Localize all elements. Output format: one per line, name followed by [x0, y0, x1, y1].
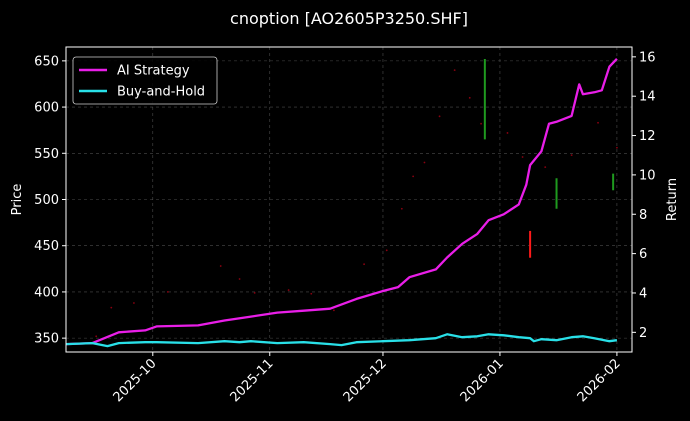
- y2-tick-label: 14: [639, 90, 656, 105]
- y-axis-label: Price: [10, 184, 25, 216]
- price-dot: [521, 156, 524, 158]
- price-dot: [110, 306, 113, 309]
- y2-tick-label: 8: [639, 208, 647, 223]
- y2-tick-label: 2: [639, 326, 647, 341]
- legend-label: Buy-and-Hold: [117, 85, 205, 100]
- y2-tick-label: 12: [639, 129, 656, 144]
- price-dot: [238, 278, 241, 280]
- legend-label: AI Strategy: [117, 64, 190, 79]
- price-dot: [412, 175, 415, 178]
- y-tick-label: 450: [34, 239, 59, 254]
- price-dot: [400, 207, 403, 210]
- series-line-ai-strategy: [65, 58, 618, 346]
- price-dot: [333, 309, 335, 312]
- price-dot: [616, 146, 618, 149]
- price-dot: [363, 263, 365, 266]
- price-dot: [219, 265, 222, 267]
- price-dot: [253, 291, 256, 294]
- y2-tick-label: 10: [639, 168, 656, 183]
- legend: AI Strategy Buy-and-Hold: [72, 56, 218, 105]
- price-marker-layer: [483, 59, 615, 258]
- x-tick-label: 2026-01: [458, 356, 507, 405]
- legend-entry-buy-and-hold: Buy-and-Hold: [79, 85, 205, 100]
- price-dot: [95, 335, 98, 338]
- price-dot: [597, 121, 599, 124]
- legend-box: [72, 56, 218, 105]
- x-tick-label: 2026-02: [575, 356, 624, 405]
- y-tick-label: 650: [34, 54, 59, 69]
- price-dot: [133, 302, 135, 304]
- x-tick-label: 2025-12: [341, 356, 390, 405]
- price-dot: [453, 69, 456, 72]
- price-dot: [506, 132, 509, 134]
- price-dot: [385, 249, 388, 252]
- price-dot: [287, 289, 290, 291]
- x-tick-label: 2025-10: [111, 356, 160, 405]
- price-dot: [310, 292, 313, 295]
- price-dot-layer: [95, 69, 618, 338]
- x-tick-label: 2025-11: [228, 356, 277, 405]
- y2-axis-label: Return: [665, 178, 680, 221]
- y-tick-label: 350: [34, 332, 59, 347]
- series-layer: [65, 58, 618, 348]
- price-dot: [480, 122, 482, 125]
- price-dot: [544, 166, 547, 169]
- price-dot: [438, 115, 441, 118]
- series-line-buy-and-hold: [65, 333, 618, 348]
- price-dot: [166, 291, 169, 293]
- y-tick-label: 550: [34, 147, 59, 162]
- chart-title: cnoption [AO2605P3250.SHF]: [230, 9, 468, 28]
- y2-tick-label: 4: [639, 286, 647, 301]
- price-dot: [423, 161, 426, 164]
- price-dot: [468, 96, 471, 99]
- price-dot: [570, 154, 573, 157]
- y-tick-label: 600: [34, 101, 59, 116]
- legend-entry-ai-strategy: AI Strategy: [79, 64, 190, 79]
- y-tick-label: 400: [34, 285, 59, 300]
- y-tick-label: 500: [34, 193, 59, 208]
- grid-layer: [66, 47, 632, 352]
- y2-tick-label: 6: [639, 247, 647, 262]
- y2-tick-label: 16: [639, 50, 656, 65]
